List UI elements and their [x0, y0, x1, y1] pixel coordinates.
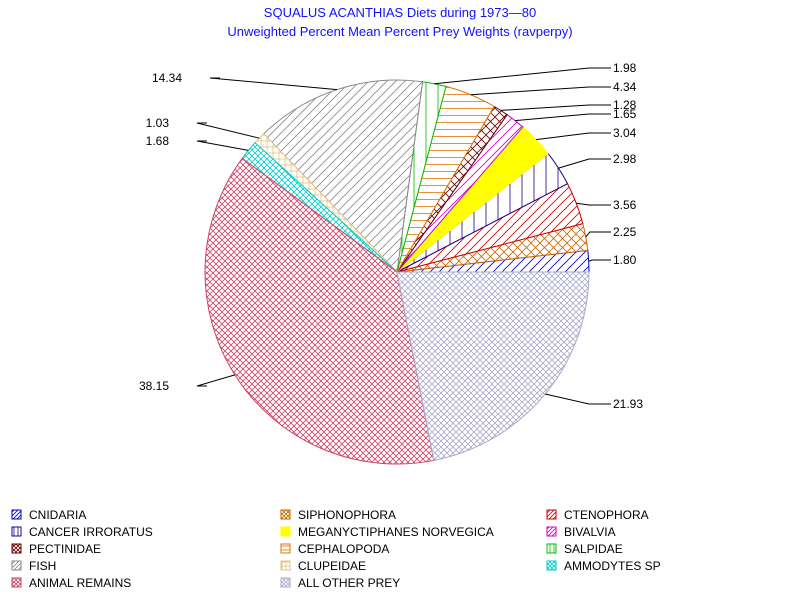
slice-label-meganyctiphanes-norvegica: 3.04 — [613, 126, 637, 140]
legend-item-cnidaria: CNIDARIA — [11, 508, 86, 522]
slice-labels: 1.80 2.25 3.56 2.98 3.04 1.651.28 4.34 1.98 14.3… — [139, 61, 643, 411]
legend-swatch-clupeidae — [280, 560, 291, 571]
legend-swatch-bivalvia — [546, 526, 557, 537]
legend-item-animal-remains: ANIMAL REMAINS — [11, 576, 131, 590]
pie-slice-fish — [262, 79, 424, 274]
legend-swatch-all-other-prey — [280, 577, 291, 588]
legend-label-ctenophora: CTENOPHORA — [564, 508, 649, 522]
slice-label-cnidaria: 1.80 — [613, 253, 637, 267]
legend-item-clupeidae: CLUPEIDAE — [280, 559, 366, 573]
slice-label-ammodytes-sp: 1.68 — [146, 134, 170, 148]
legend-swatch-cnidaria — [11, 509, 22, 520]
leader-line-clupeidae — [196, 122, 260, 139]
slice-label-bivalvia: 1.65 — [613, 107, 637, 121]
legend-item-cancer-irroratus: CANCER IRRORATUS — [11, 525, 153, 539]
legend-swatch-fish — [11, 560, 22, 571]
legend-item-siphonophora: SIPHONOPHORA — [280, 508, 396, 522]
leader-line-all-other-prey — [545, 393, 611, 405]
slice-label-cancer-irroratus: 2.98 — [613, 152, 637, 166]
legend-label-fish: FISH — [29, 559, 56, 573]
legend-swatch-siphonophora — [280, 509, 291, 520]
slice-label-siphonophora: 2.25 — [613, 225, 637, 239]
legend-label-cnidaria: CNIDARIA — [29, 508, 86, 522]
pie-slices — [204, 79, 590, 465]
slice-label-ctenophora: 3.56 — [613, 198, 637, 212]
legend-swatch-salpidae — [546, 543, 557, 554]
leader-line-cancer-irroratus — [558, 158, 611, 169]
leader-line-cephalopoda — [470, 86, 611, 96]
slice-label-animal-remains: 38.15 — [139, 379, 169, 393]
legend-swatch-meganyctiphanes-norvegica — [280, 526, 291, 537]
slice-label-all-other-prey: 21.93 — [613, 397, 643, 411]
legend-label-clupeidae: CLUPEIDAE — [298, 559, 366, 573]
legend-label-pectinidae: PECTINIDAE — [29, 542, 101, 556]
legend-swatch-cephalopoda — [280, 543, 291, 554]
legend-label-cancer-irroratus: CANCER IRRORATUS — [29, 525, 153, 539]
legend-item-salpidae: SALPIDAE — [546, 542, 623, 556]
chart-subtitle: Unweighted Percent Mean Percent Prey Wei… — [227, 24, 572, 39]
legend-label-all-other-prey: ALL OTHER PREY — [298, 576, 400, 590]
slice-label-salpidae: 1.98 — [613, 61, 637, 75]
legend-item-all-other-prey: ALL OTHER PREY — [280, 576, 400, 590]
legend-label-siphonophora: SIPHONOPHORA — [298, 508, 396, 522]
legend-label-animal-remains: ANIMAL REMAINS — [29, 576, 131, 590]
leader-line-ctenophora — [576, 202, 611, 206]
legend-label-ammodytes-sp: AMMODYTES SP — [564, 559, 661, 573]
legend-label-salpidae: SALPIDAE — [564, 542, 623, 556]
legend-item-pectinidae: PECTINIDAE — [11, 542, 101, 556]
legend-label-bivalvia: BIVALVIA — [564, 525, 616, 539]
legend-swatch-ctenophora — [546, 509, 557, 520]
leader-line-ammodytes-sp — [196, 140, 249, 151]
slice-label-cephalopoda: 4.34 — [613, 80, 637, 94]
legend-label-cephalopoda: CEPHALOPODA — [298, 542, 389, 556]
legend-swatch-pectinidae — [11, 543, 22, 554]
legend-item-ammodytes-sp: AMMODYTES SP — [546, 559, 661, 573]
leader-line-salpidae — [434, 67, 611, 85]
slice-label-fish: 14.34 — [152, 71, 182, 85]
leader-line-pectinidae — [500, 104, 611, 111]
legend-swatch-ammodytes-sp — [546, 560, 557, 571]
chart-title: SQUALUS ACANTHIAS Diets during 1973—80 — [264, 5, 536, 20]
legend-item-cephalopoda: CEPHALOPODA — [280, 542, 389, 556]
leader-line-bivalvia — [515, 113, 611, 122]
legend-swatch-animal-remains — [11, 577, 22, 588]
legend-item-ctenophora: CTENOPHORA — [546, 508, 649, 522]
legend-item-bivalvia: BIVALVIA — [546, 525, 616, 539]
legend-label-meganyctiphanes-norvegica: MEGANYCTIPHANES NORVEGICA — [298, 525, 494, 539]
leader-line-meganyctiphanes-norvegica — [536, 132, 611, 141]
slice-label-pectinidae: 1.28 — [613, 98, 637, 112]
leader-line-cnidaria — [588, 259, 611, 262]
leader-line-siphonophora — [585, 231, 611, 238]
leader-line-fish — [209, 77, 338, 91]
legend-item-fish: FISH — [11, 559, 56, 573]
legend-swatch-cancer-irroratus — [11, 526, 22, 537]
leader-line-animal-remains — [196, 374, 236, 387]
pie-slice-all-other-prey — [396, 271, 590, 462]
legend: CNIDARIA SIPHONOPHORA CTENOPHORA CANCER IRR… — [11, 508, 661, 590]
legend-item-meganyctiphanes-norvegica: MEGANYCTIPHANES NORVEGICA — [280, 525, 494, 539]
slice-label-clupeidae: 1.03 — [146, 116, 170, 130]
